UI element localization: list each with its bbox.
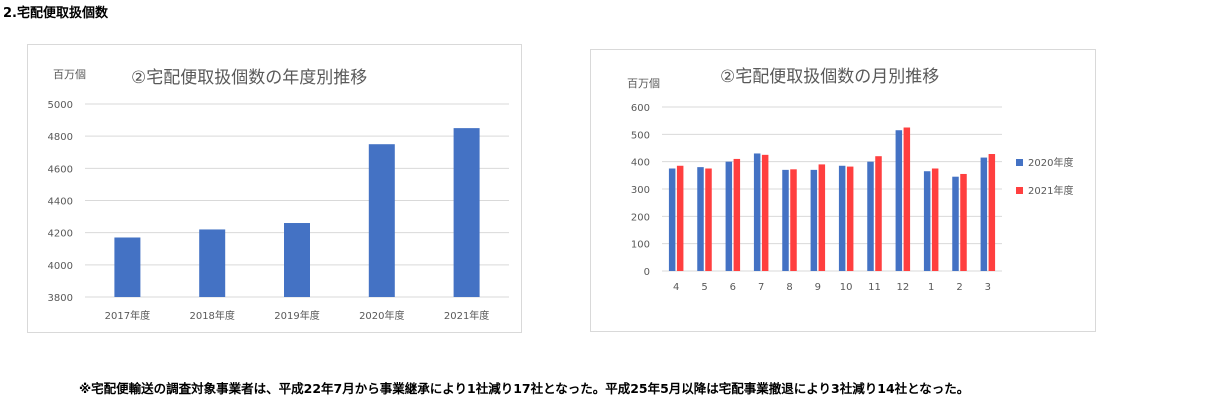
bar-2017年度: [114, 237, 141, 297]
x-tick-label: 9: [815, 282, 821, 293]
x-tick-label: 7: [758, 282, 764, 293]
legend-label: 2020年度: [1028, 156, 1073, 169]
bar-2021年度: [453, 128, 480, 297]
bar-2021年度-8: [790, 169, 797, 271]
chart-title: ②宅配便取扱個数の年度別推移: [131, 68, 367, 88]
bar-2021年度-9: [818, 164, 826, 271]
y-axis-unit-label: 百万個: [53, 68, 86, 81]
x-tick-label: 3: [985, 282, 991, 293]
bar-2021年度-5: [705, 168, 712, 271]
y-tick-label: 3800: [48, 293, 73, 304]
section-title: 2.宅配便取扱個数: [3, 6, 108, 21]
y-tick-label: 4000: [48, 261, 73, 272]
bar-2019年度: [284, 223, 310, 297]
y-tick-label: 600: [631, 103, 650, 114]
bar-2020年度-10: [838, 165, 846, 271]
bar-2020年度-5: [697, 167, 704, 271]
x-tick-label: 8: [786, 282, 792, 293]
y-axis-unit-label: 百万個: [627, 77, 660, 90]
bar-2020年度-1: [923, 171, 931, 271]
x-tick-label: 4: [673, 282, 679, 293]
bar-2020年度-3: [980, 157, 988, 271]
x-tick-label: 1: [928, 282, 934, 293]
bar-2020年度-2: [952, 176, 959, 271]
yearly-chart-panel: ②宅配便取扱個数の年度別推移 百万個 3800 4000 4200 4400 4600 480…: [27, 44, 522, 333]
monthly-chart-panel: ②宅配便取扱個数の月別推移百万個 0 100 200 300 400 500 600 4 5 6 7 8…: [590, 49, 1096, 332]
bar-2020年度-12: [895, 130, 903, 271]
bar-2021年度-12: [903, 127, 911, 271]
bar-2020年度-7: [753, 153, 761, 271]
bar-2020年度-6: [725, 161, 733, 271]
x-tick-label: 2: [956, 282, 962, 293]
x-tick-label: 5: [701, 282, 707, 293]
chart-title: ②宅配便取扱個数の月別推移: [720, 67, 939, 87]
bar-2020年度-8: [782, 169, 789, 271]
y-tick-label: 500: [631, 130, 650, 141]
yearly-chart: ②宅配便取扱個数の年度別推移 百万個 3800 4000 4200 4400 4600 480…: [48, 68, 509, 322]
y-tick-label: 200: [631, 212, 650, 223]
y-tick-label: 100: [631, 240, 650, 251]
y-tick-label: 0: [644, 267, 650, 278]
x-tick-label: 10: [840, 282, 853, 293]
y-tick-label: 4600: [48, 164, 73, 175]
bar-2021年度-4: [676, 165, 684, 271]
x-tick-label: 11: [868, 282, 881, 293]
x-tick-label: 2018年度: [189, 309, 234, 322]
bar-2021年度-2: [960, 173, 967, 271]
x-tick-label: 2021年度: [444, 309, 489, 322]
bar-2020年度-4: [668, 168, 676, 271]
y-tick-label: 4800: [48, 132, 73, 143]
bar-2021年度-6: [733, 158, 741, 271]
bar-2020年度-9: [810, 169, 818, 271]
x-tick-label: 2019年度: [274, 309, 319, 322]
bar-2021年度-3: [988, 154, 996, 271]
x-tick-label: 6: [730, 282, 736, 293]
bar-2021年度-10: [846, 166, 854, 271]
y-tick-label: 300: [631, 185, 650, 196]
legend-label: 2021年度: [1028, 184, 1073, 197]
legend-swatch-2020年度: [1016, 159, 1023, 166]
bar-2021年度-11: [875, 156, 882, 271]
y-tick-label: 5000: [48, 100, 73, 111]
bar-2020年度: [368, 144, 395, 297]
bar-2021年度-1: [931, 168, 939, 271]
legend-swatch-2021年度: [1016, 187, 1023, 194]
bar-2020年度-11: [867, 161, 874, 271]
x-tick-label: 2020年度: [359, 309, 404, 322]
bar-2018年度: [199, 229, 226, 297]
bar-2021年度-7: [761, 154, 769, 271]
x-tick-label: 12: [896, 282, 909, 293]
y-tick-label: 4400: [48, 197, 73, 208]
y-tick-label: 400: [631, 158, 650, 169]
y-tick-label: 4200: [48, 229, 73, 240]
survey-note: ※宅配便輸送の調査対象事業者は、平成22年7月から事業継承により1社減り17社と…: [79, 381, 970, 396]
x-tick-label: 2017年度: [105, 309, 150, 322]
